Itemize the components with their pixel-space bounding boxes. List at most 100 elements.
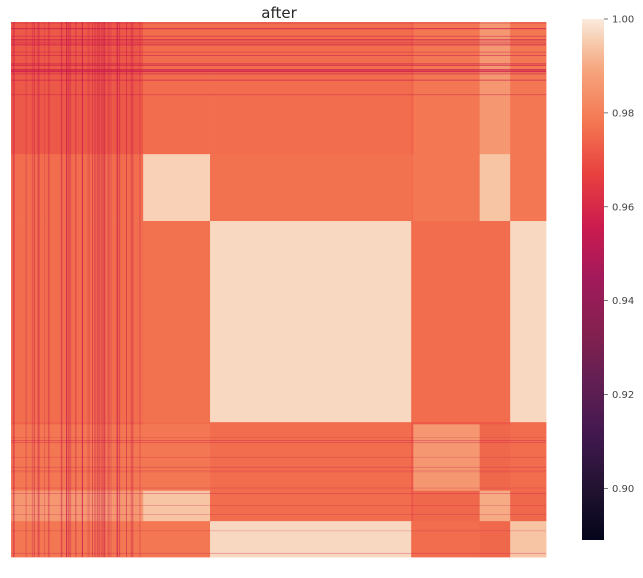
heatmap-stripe	[11, 51, 546, 53]
heatmap-block-4-1	[143, 424, 211, 492]
heatmap-stripe	[11, 514, 546, 515]
heatmap-stripe	[82, 22, 83, 557]
heatmap-block-6-6	[510, 521, 547, 558]
heatmap-stripe	[97, 22, 99, 557]
heatmap-block-4-5	[479, 424, 511, 492]
heatmap-block-2-1	[143, 221, 211, 423]
heatmap-stripe	[75, 22, 77, 557]
colorbar-tick-label: 0.98	[612, 108, 634, 119]
heatmap-stripe	[11, 470, 546, 471]
heatmap-stripe	[88, 22, 90, 557]
colorbar-tick-label: 0.92	[612, 390, 634, 401]
heatmap-block-4-3	[411, 424, 414, 492]
heatmap-block-0-4	[413, 22, 481, 155]
heatmap-cells	[11, 22, 547, 558]
heatmap-block-6-2	[210, 521, 412, 558]
heatmap-block-0-2	[210, 22, 412, 155]
heatmap-stripes	[11, 22, 546, 557]
heatmap-stripe	[11, 505, 546, 506]
heatmap-block-5-1	[143, 490, 211, 522]
colorbar-tick-label: 0.90	[612, 484, 634, 495]
heatmap-block-3-1	[143, 422, 211, 425]
heatmap-block-1-1	[143, 154, 211, 222]
heatmap-stripe	[11, 28, 546, 30]
heatmap-stripe	[11, 69, 546, 71]
heatmap-stripe	[119, 22, 121, 557]
heatmap-block-0-3	[411, 22, 414, 155]
heatmap-stripe	[117, 22, 119, 557]
heatmap-stripe	[66, 22, 68, 557]
heatmap-stripe	[11, 94, 546, 96]
heatmap-stripe	[11, 466, 546, 468]
heatmap-block-6-1	[143, 521, 211, 558]
heatmap-block-2-6	[510, 221, 547, 423]
heatmap-block-2-5	[479, 221, 511, 423]
heatmap-block-4-4	[413, 424, 481, 492]
heatmap-stripe	[11, 456, 546, 458]
heatmap-stripe	[11, 79, 546, 81]
heatmap-stripe	[11, 44, 546, 46]
heatmap-stripe	[11, 35, 546, 37]
heatmap-stripe	[11, 530, 546, 532]
heatmap-stripe	[13, 22, 15, 557]
heatmap-stripe	[11, 54, 546, 56]
heatmap-stripe	[33, 22, 35, 557]
heatmap-stripe	[11, 69, 546, 70]
heatmap-stripe	[107, 22, 109, 557]
heatmap-block-1-0	[11, 154, 144, 222]
heatmap-block-5-6	[510, 490, 547, 522]
heatmap-block-4-2	[210, 424, 412, 492]
heatmap-stripe	[11, 437, 546, 438]
heatmap-stripe	[11, 44, 546, 46]
heatmap-block-1-4	[413, 154, 481, 222]
heatmap-stripe	[11, 63, 546, 65]
heatmap-block-1-5	[479, 154, 511, 222]
heatmap-stripe	[115, 22, 117, 557]
heatmap-stripe	[47, 22, 49, 557]
heatmap-stripe	[11, 442, 546, 444]
heatmap-stripe	[31, 22, 33, 557]
heatmap-block-5-0	[11, 490, 144, 522]
heatmap-block-5-3	[411, 490, 414, 522]
colorbar	[582, 19, 604, 540]
heatmap-block-0-1	[143, 22, 211, 155]
heatmap-block-0-5	[479, 22, 511, 155]
heatmap-stripe	[126, 22, 127, 557]
heatmap-block-5-4	[413, 490, 481, 522]
heatmap-stripe	[103, 22, 105, 557]
heatmap-stripe	[37, 22, 39, 557]
heatmap-stripe	[48, 22, 50, 557]
heatmap-stripe	[119, 22, 121, 557]
heatmap-block-6-4	[413, 521, 481, 558]
heatmap-block-0-0	[11, 22, 144, 155]
heatmap-stripe	[11, 493, 546, 494]
heatmap-block-2-2	[210, 221, 412, 423]
heatmap-stripe	[11, 73, 546, 75]
heatmap-stripe	[11, 63, 546, 65]
chart-title: after	[261, 4, 297, 22]
heatmap-stripe	[25, 22, 27, 557]
heatmap-block-3-6	[510, 422, 547, 425]
heatmap-stripe	[12, 22, 14, 557]
heatmap-block-4-6	[510, 424, 547, 492]
heatmap-stripe	[68, 22, 70, 557]
heatmap-block-6-0	[11, 521, 144, 558]
heatmap-block-1-2	[210, 154, 412, 222]
heatmap-stripe	[103, 22, 105, 557]
heatmap-block-3-2	[210, 422, 412, 425]
heatmap-stripe	[92, 22, 93, 557]
heatmap-stripe	[66, 22, 68, 557]
heatmap-stripe	[11, 40, 546, 42]
heatmap-block-1-3	[411, 154, 414, 222]
heatmap-stripe	[100, 22, 102, 557]
heatmap-stripe	[87, 22, 89, 557]
heatmap-stripe	[108, 22, 110, 557]
heatmap-stripe	[11, 440, 546, 441]
heatmap-block-6-3	[411, 521, 414, 558]
heatmap-stripe	[11, 39, 546, 40]
heatmap-stripe	[104, 22, 106, 557]
heatmap-stripe	[94, 22, 96, 557]
heatmap-block-3-0	[11, 422, 144, 425]
heatmap-stripe	[11, 471, 546, 473]
